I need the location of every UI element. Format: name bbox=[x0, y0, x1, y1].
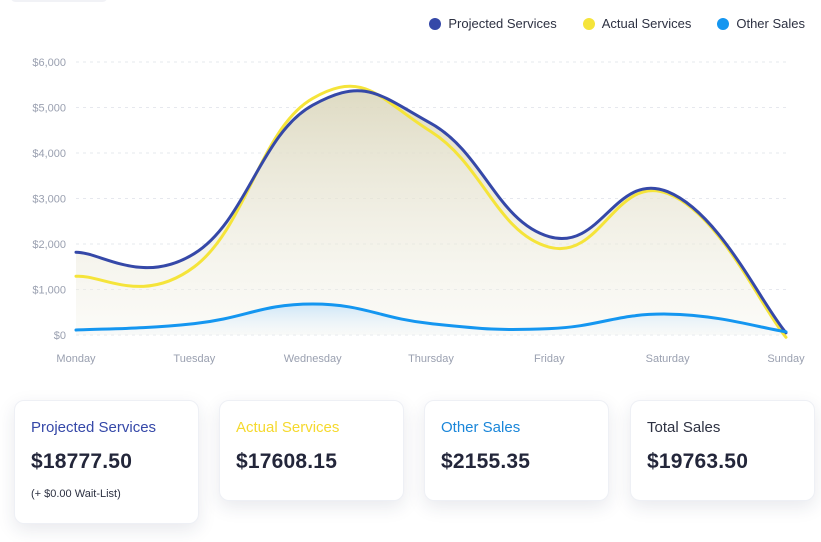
legend-label: Actual Services bbox=[601, 16, 692, 31]
card-value: $19763.50 bbox=[647, 450, 749, 473]
card-other-sales: Other Sales $2155.35 bbox=[424, 400, 609, 501]
y-tick-label: $3,000 bbox=[32, 194, 66, 206]
data-point-other-sales bbox=[74, 328, 78, 332]
data-point-actual-services bbox=[547, 245, 551, 249]
y-tick-label: $6,000 bbox=[32, 57, 66, 69]
data-point-actual-services bbox=[429, 130, 433, 134]
card-label: Total Sales bbox=[647, 419, 721, 436]
legend-dot-projected-icon bbox=[429, 17, 442, 30]
x-tick-label: Friday bbox=[534, 353, 565, 365]
chart-legend: Projected Services Actual Services Other… bbox=[429, 16, 805, 31]
data-point-projected-services bbox=[429, 121, 433, 125]
data-point-projected-services bbox=[547, 235, 551, 239]
summary-cards: Projected Services $18777.50 (+ $0.00 Wa… bbox=[14, 400, 815, 530]
x-tick-label: Monday bbox=[56, 353, 96, 365]
legend-label: Other Sales bbox=[736, 16, 805, 31]
y-tick-label: $2,000 bbox=[32, 239, 66, 251]
legend-item-actual-services[interactable]: Actual Services bbox=[582, 16, 692, 31]
legend-dot-actual-icon bbox=[582, 17, 595, 30]
data-point-projected-services bbox=[74, 250, 78, 254]
y-tick-label: $0 bbox=[54, 330, 66, 342]
data-point-projected-services bbox=[311, 103, 315, 107]
data-point-other-sales bbox=[192, 322, 196, 326]
legend-item-projected-services[interactable]: Projected Services bbox=[429, 16, 557, 31]
data-point-actual-services bbox=[784, 335, 788, 339]
series-line-other-sales bbox=[74, 302, 788, 334]
x-tick-label: Thursday bbox=[408, 353, 454, 365]
card-actual-services: Actual Services $17608.15 bbox=[219, 400, 404, 501]
card-value: $2155.35 bbox=[441, 450, 531, 473]
card-label: Other Sales bbox=[441, 419, 521, 436]
data-point-projected-services bbox=[192, 252, 196, 256]
data-point-other-sales bbox=[547, 327, 551, 331]
data-point-other-sales bbox=[311, 302, 315, 306]
legend-dot-other-icon bbox=[717, 17, 730, 30]
data-point-actual-services bbox=[192, 265, 196, 269]
y-tick-label: $4,000 bbox=[32, 148, 66, 160]
top-tab-indicator bbox=[10, 0, 108, 2]
series-line-actual-services bbox=[74, 84, 788, 339]
card-value: $18777.50 bbox=[31, 450, 133, 473]
sales-line-chart: $0 $1,000 $2,000 $3,000 $4,000 $5,000 $6,000 Mo… bbox=[32, 57, 805, 365]
card-note: (+ $0.00 Wait-List) bbox=[31, 488, 121, 500]
x-tick-label: Wednesday bbox=[284, 353, 342, 365]
data-point-other-sales bbox=[429, 322, 433, 326]
data-point-actual-services bbox=[311, 96, 315, 100]
x-tick-label: Saturday bbox=[646, 353, 691, 365]
card-projected-services: Projected Services $18777.50 (+ $0.00 Wa… bbox=[14, 400, 199, 524]
x-tick-label: Tuesday bbox=[173, 353, 215, 365]
card-label: Projected Services bbox=[31, 419, 157, 436]
area-fill-projected bbox=[76, 90, 786, 336]
x-tick-label: Sunday bbox=[767, 353, 805, 365]
series-line-projected-services bbox=[74, 89, 788, 335]
card-value: $17608.15 bbox=[236, 450, 338, 473]
legend-item-other-sales[interactable]: Other Sales bbox=[717, 16, 805, 31]
y-tick-label: $5,000 bbox=[32, 103, 66, 115]
card-total-sales: Total Sales $19763.50 bbox=[630, 400, 815, 501]
data-point-other-sales bbox=[666, 312, 670, 316]
data-point-actual-services bbox=[666, 191, 670, 195]
legend-label: Projected Services bbox=[448, 16, 557, 31]
data-point-actual-services bbox=[74, 274, 78, 278]
card-label: Actual Services bbox=[236, 419, 340, 436]
data-point-other-sales bbox=[784, 330, 788, 334]
y-tick-label: $1,000 bbox=[32, 285, 66, 297]
